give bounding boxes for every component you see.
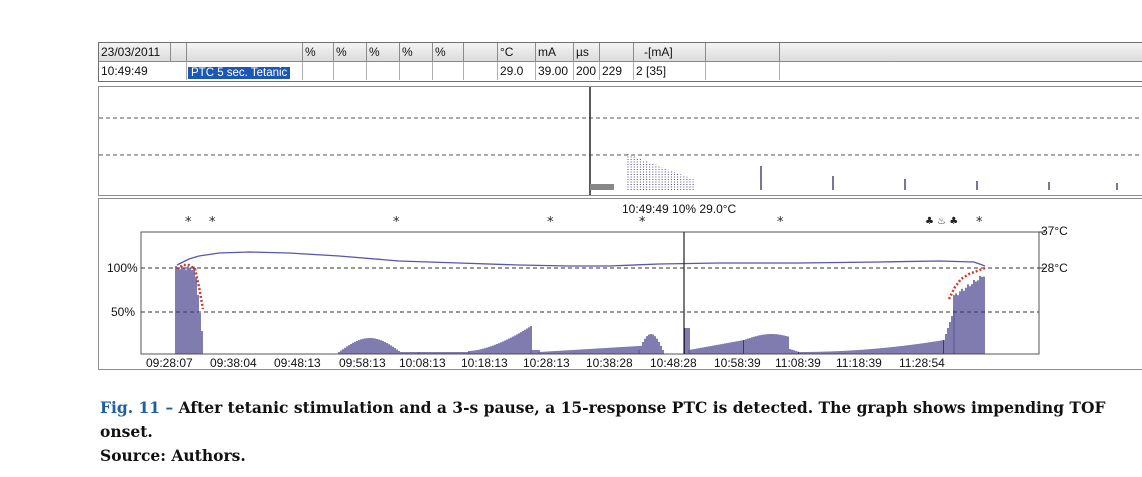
- figure-number: Fig. 11 –: [100, 398, 174, 417]
- x-tick-label: 11:28:54: [899, 356, 945, 370]
- x-tick-label: 10:48:28: [650, 356, 697, 370]
- event-star: *: [547, 215, 554, 230]
- header-cell: [171, 43, 187, 61]
- header-percent-cell: %: [433, 43, 464, 61]
- header-cell: [706, 62, 780, 80]
- header-percent-cell: %: [367, 43, 400, 61]
- temperature-value: 29.0: [498, 62, 536, 80]
- header-cell: [187, 43, 303, 61]
- header-mode-cell: PTC 5 sec. Tetanic: [187, 62, 303, 80]
- tetanic-block: [590, 184, 614, 190]
- caption-text: After tetanic stimulation and a 3-s paus…: [100, 398, 1106, 441]
- event-star: *: [209, 215, 216, 230]
- x-tick-label: 09:58:13: [339, 356, 386, 370]
- header-cell: [334, 62, 367, 80]
- ptc-response-panel: [98, 86, 1142, 196]
- header-cell: [303, 62, 334, 80]
- header-percent-cell: %: [303, 43, 334, 61]
- plot-frame: [140, 231, 1040, 355]
- x-tick-label: 09:38:04: [210, 356, 257, 370]
- event-star: *: [393, 215, 400, 230]
- header-cell: [706, 43, 780, 61]
- right-tick-label-28: 28°C: [1041, 261, 1068, 275]
- ptc-response-marks: [627, 154, 1118, 190]
- header-percent-cell: %: [400, 43, 433, 61]
- header-cell: [780, 62, 1142, 80]
- data-header-table: 23/03/2011 % % % % % °C mA µs -[mA] 10:4…: [98, 42, 1142, 82]
- header-cell: [780, 43, 1142, 61]
- x-tick-label: 10:18:13: [461, 356, 508, 370]
- trend-plot: * * * * * * * ♣ ♨ ♣: [140, 215, 1045, 355]
- header-cell: [433, 62, 464, 80]
- event-star: *: [976, 215, 983, 230]
- event-markers: * * * * * * *: [185, 215, 983, 230]
- header-time-cell: 10:49:49: [99, 62, 187, 80]
- ratio-dots-end: [947, 266, 986, 300]
- x-tick-label: 09:48:13: [274, 356, 321, 370]
- right-tick-label-37: 37°C: [1041, 224, 1068, 238]
- figure-caption: Fig. 11 – After tetanic stimulation and …: [100, 396, 1142, 468]
- header-percent-cell: %: [334, 43, 367, 61]
- header-temp-cell: °C: [498, 43, 536, 61]
- tof-response-bars: [175, 266, 985, 354]
- stimulation-mode-label: PTC 5 sec. Tetanic: [188, 67, 291, 79]
- header-row-2: 10:49:49 PTC 5 sec. Tetanic 29.0 39.00 2…: [99, 62, 1142, 80]
- header-cell: [600, 43, 634, 61]
- x-tick-label: 10:28:13: [523, 356, 570, 370]
- event-star: *: [777, 215, 784, 230]
- event-star: *: [639, 215, 646, 230]
- y-tick-50: 50%: [111, 305, 136, 319]
- header-pulse-cell: µs: [574, 43, 600, 61]
- header-row-1: 23/03/2011 % % % % % °C mA µs -[mA]: [99, 43, 1142, 62]
- header-ma-cell: -[mA]: [634, 43, 706, 61]
- header-value: 229: [600, 62, 634, 80]
- current-value: 39.00: [536, 62, 574, 80]
- ratio-dots-start: [176, 263, 205, 310]
- pulse-width-value: 200: [574, 62, 600, 80]
- ma-value: 2 [35]: [634, 62, 706, 80]
- x-tick-label: 10:58:39: [714, 356, 761, 370]
- x-tick-label: 10:38:28: [586, 356, 633, 370]
- caption-source: Source: Authors.: [100, 446, 246, 465]
- temperature-trend-line: [176, 251, 986, 267]
- header-cell: [367, 62, 400, 80]
- header-cell: [400, 62, 433, 80]
- event-icons: ♣ ♨ ♣: [925, 216, 958, 227]
- header-cell: [464, 62, 498, 80]
- header-cell: [464, 43, 498, 61]
- header-current-cell: mA: [536, 43, 574, 61]
- svg-text:♣ ♨ ♣: ♣ ♨ ♣: [925, 216, 958, 227]
- ptc-response-plot: [99, 87, 1142, 195]
- x-tick-label: 10:08:13: [399, 356, 446, 370]
- x-tick-label: 09:28:07: [146, 356, 193, 370]
- cursor-readout: 10:49:49 10% 29.0°C: [622, 202, 737, 216]
- y-tick-100: 100%: [107, 261, 138, 275]
- trend-panel: * * * * * * * ♣ ♨ ♣ 10:49:49 10% 29.0°C 100% 5…: [98, 198, 1142, 370]
- event-star: *: [185, 215, 192, 230]
- x-tick-label: 11:18:39: [836, 356, 882, 370]
- x-tick-label: 11:08:39: [775, 356, 821, 370]
- header-date-cell: 23/03/2011: [99, 43, 171, 61]
